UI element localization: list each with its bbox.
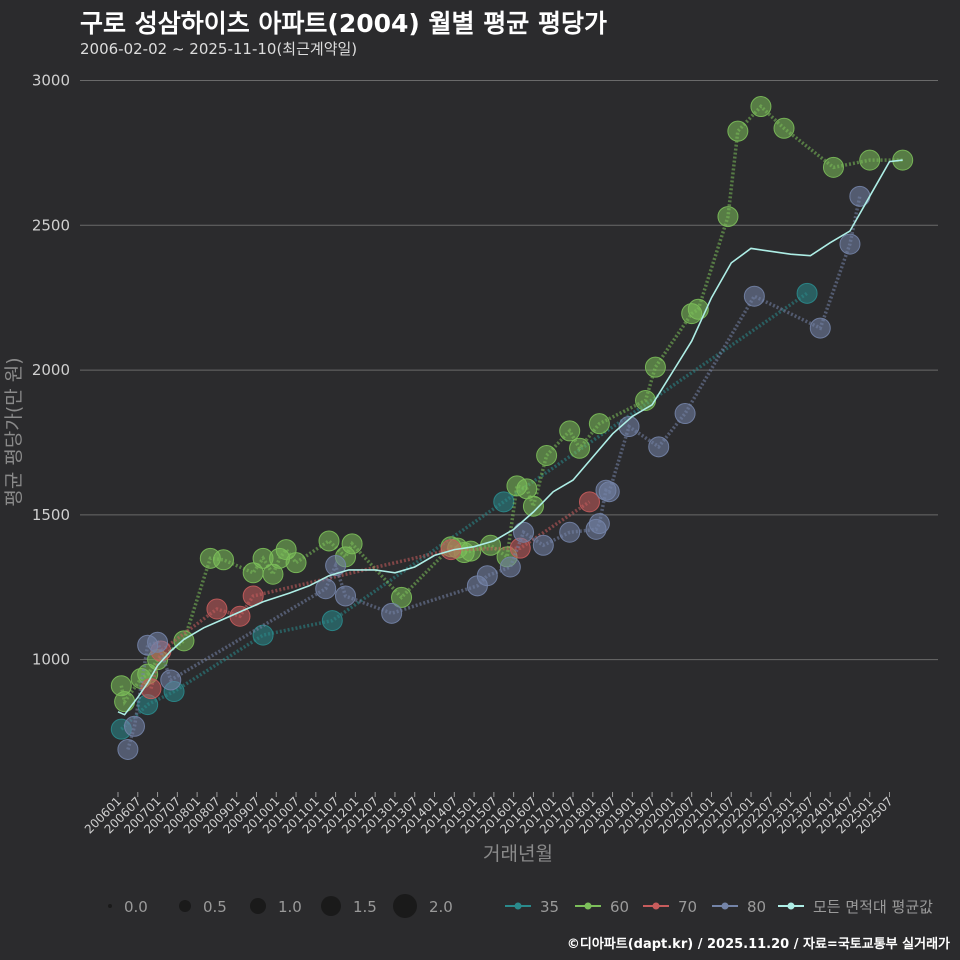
data-point	[321, 610, 343, 632]
series-connector	[149, 500, 591, 690]
data-point	[147, 631, 169, 653]
chart-title: 구로 성삼하이츠 아파트(2004) 월별 평균 평당가	[80, 9, 607, 38]
color-legend-label: 80	[747, 898, 766, 916]
series-35	[110, 282, 818, 740]
data-point	[532, 534, 554, 556]
data-point	[341, 533, 363, 555]
color-legend-dot	[584, 902, 592, 910]
data-point	[796, 282, 818, 304]
data-point	[588, 513, 610, 535]
data-point	[114, 691, 136, 713]
color-legend-label: 70	[678, 898, 697, 916]
series-connector	[120, 291, 809, 731]
data-point	[839, 233, 861, 255]
data-point	[117, 738, 139, 760]
data-point	[476, 565, 498, 587]
series-connector	[126, 195, 862, 750]
data-point	[750, 96, 772, 118]
size-legend-label: 1.0	[278, 898, 302, 916]
average-line	[117, 159, 903, 716]
color-legend-dot	[721, 902, 729, 910]
data-point	[674, 403, 696, 425]
data-point	[206, 598, 228, 620]
data-point	[381, 602, 403, 624]
size-legend-dot	[393, 894, 417, 918]
data-point	[648, 436, 670, 458]
data-point	[578, 491, 600, 513]
color-legend-dot	[514, 902, 522, 910]
data-point	[325, 555, 347, 577]
data-point	[717, 206, 739, 228]
series-모든 면적대 평균값	[117, 159, 903, 716]
data-point	[522, 495, 544, 517]
data-point	[635, 389, 657, 411]
size-legend-label: 1.5	[353, 898, 377, 916]
color-legend-label: 60	[610, 898, 629, 916]
size-legend-dot	[179, 900, 191, 912]
y-tick-label: 1500	[32, 506, 70, 524]
data-point	[315, 578, 337, 600]
data-point	[598, 481, 620, 503]
size-legend-label: 0.5	[203, 898, 227, 916]
source-credit: ©디아파트(dapt.kr) / 2025.11.20 / 자료=국토교통부 실…	[566, 937, 950, 952]
data-point	[318, 530, 340, 552]
color-legend-label: 35	[540, 898, 559, 916]
series-80	[117, 185, 871, 760]
data-point	[618, 416, 640, 438]
data-point	[727, 120, 749, 142]
data-point	[285, 552, 307, 574]
x-axis-ticks: 2006012006072007012007072008012008072009…	[82, 792, 896, 837]
data-point	[822, 156, 844, 178]
y-tick-label: 3000	[32, 71, 70, 89]
data-point	[559, 420, 581, 442]
data-point	[687, 298, 709, 320]
data-point	[493, 491, 515, 513]
size-legend-label: 0.0	[124, 898, 148, 916]
x-axis-label: 거래년월	[483, 843, 553, 865]
y-tick-label: 2000	[32, 361, 70, 379]
data-point	[588, 413, 610, 435]
data-point	[559, 521, 581, 543]
data-point	[334, 585, 356, 607]
data-point	[123, 715, 145, 737]
data-point	[213, 549, 235, 571]
y-tick-label: 2500	[32, 216, 70, 234]
data-point	[391, 586, 413, 608]
size-legend-label: 2.0	[429, 898, 453, 916]
chart-subtitle: 2006-02-02 ~ 2025-11-10(최근계약일)	[80, 40, 358, 58]
legend: 0.0 0.5 1.0 1.5 2.0 35 60 70 80 모든 면적대 평균값	[108, 894, 933, 918]
data-point	[773, 117, 795, 139]
data-point	[743, 285, 765, 307]
color-legend-label: 모든 면적대 평균값	[813, 898, 933, 916]
data-point	[859, 149, 881, 171]
data-point	[569, 437, 591, 459]
size-legend-dot	[321, 896, 341, 916]
data-point	[644, 356, 666, 378]
y-axis-ticks: 1000 1500 2000 2500 3000	[32, 71, 70, 668]
data-point	[536, 445, 558, 467]
data-point	[892, 149, 914, 171]
color-legend-dot	[652, 902, 660, 910]
y-axis-label: 평균 평당가(만 원)	[3, 357, 25, 506]
data-point	[849, 185, 871, 207]
size-legend-dot	[108, 904, 112, 908]
color-legend-dot	[787, 902, 795, 910]
series-layer	[110, 96, 914, 760]
y-tick-label: 1000	[32, 651, 70, 669]
data-point	[440, 539, 462, 561]
data-point	[160, 669, 182, 691]
data-point	[499, 556, 521, 578]
grid-lines	[80, 79, 938, 661]
data-point	[809, 317, 831, 339]
size-legend-dot	[250, 898, 266, 914]
data-point	[513, 521, 535, 543]
